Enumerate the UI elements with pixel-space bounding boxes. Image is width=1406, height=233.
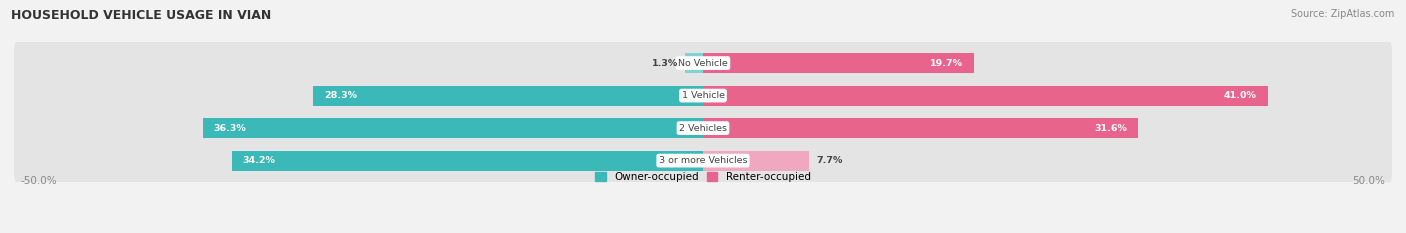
Text: 34.2%: 34.2%	[243, 156, 276, 165]
Text: 1 Vehicle: 1 Vehicle	[682, 91, 724, 100]
Bar	[202, 118, 703, 138]
FancyBboxPatch shape	[14, 40, 1392, 86]
Bar	[703, 53, 974, 73]
Text: 1.3%: 1.3%	[652, 58, 678, 68]
Text: 2 Vehicles: 2 Vehicles	[679, 123, 727, 133]
Text: 50.0%: 50.0%	[1353, 176, 1385, 186]
Text: 7.7%: 7.7%	[815, 156, 842, 165]
Text: 19.7%: 19.7%	[931, 58, 963, 68]
Text: -50.0%: -50.0%	[21, 176, 58, 186]
Text: 36.3%: 36.3%	[214, 123, 246, 133]
Text: HOUSEHOLD VEHICLE USAGE IN VIAN: HOUSEHOLD VEHICLE USAGE IN VIAN	[11, 9, 271, 22]
FancyBboxPatch shape	[14, 138, 1392, 183]
Bar	[685, 53, 703, 73]
Text: 3 or more Vehicles: 3 or more Vehicles	[659, 156, 747, 165]
Bar	[703, 118, 1139, 138]
Text: 28.3%: 28.3%	[323, 91, 357, 100]
Bar	[703, 86, 1268, 106]
Text: No Vehicle: No Vehicle	[678, 58, 728, 68]
Bar	[314, 86, 703, 106]
FancyBboxPatch shape	[14, 105, 1392, 151]
Text: Source: ZipAtlas.com: Source: ZipAtlas.com	[1291, 9, 1395, 19]
Text: 41.0%: 41.0%	[1225, 91, 1257, 100]
Bar	[703, 151, 808, 171]
Bar	[232, 151, 703, 171]
FancyBboxPatch shape	[14, 73, 1392, 118]
Text: 31.6%: 31.6%	[1094, 123, 1128, 133]
Legend: Owner-occupied, Renter-occupied: Owner-occupied, Renter-occupied	[595, 172, 811, 182]
